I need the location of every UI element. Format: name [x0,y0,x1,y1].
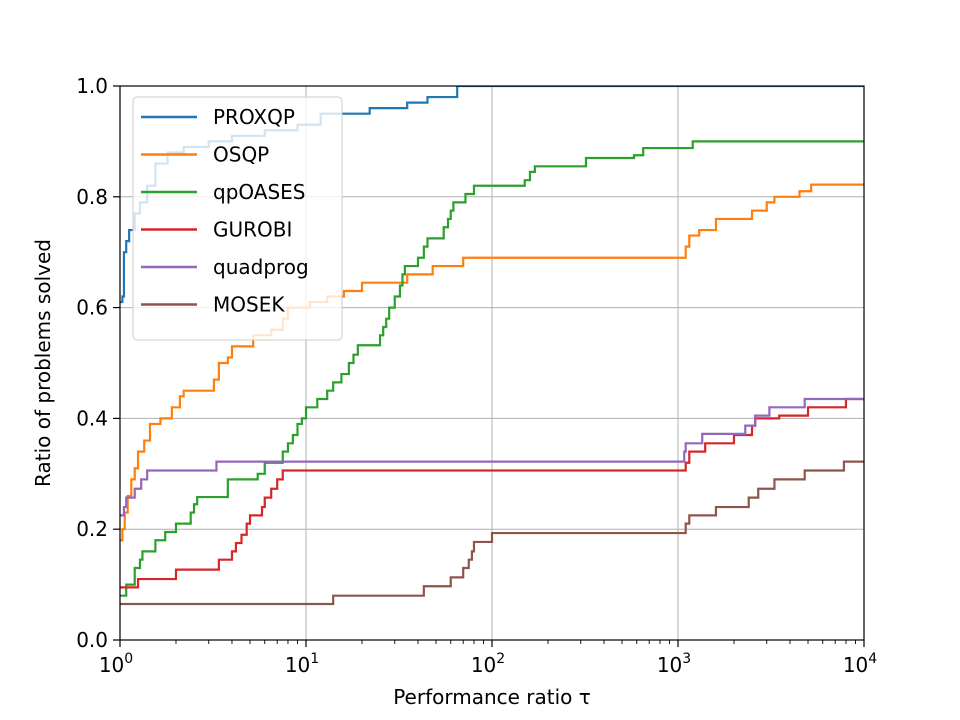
series-line-quadprog [120,397,864,517]
y-tick-label: 0.4 [76,406,108,430]
legend-label: qpOASES [213,180,306,204]
y-tick-label: 0.0 [76,628,108,652]
legend-label: OSQP [213,143,269,167]
x-tick-label: 101 [285,651,319,677]
legend-label: PROXQP [213,105,295,129]
x-axis-label: Performance ratio τ [393,685,591,709]
legend: PROXQP OSQP qpOASES GUROBI quadprog MOSEK [132,96,343,341]
y-tick-label: 0.8 [76,185,108,209]
y-tick-label: 0.2 [76,517,108,541]
y-axis-label: Ratio of problems solved [31,239,55,487]
series-line-qpoases [120,140,864,597]
series-line-mosek [120,460,864,606]
legend-label: quadprog [213,255,309,279]
legend-label: MOSEK [213,293,285,317]
legend-label: GUROBI [213,218,292,242]
x-tick-label: 103 [657,651,691,677]
x-tick-label: 104 [843,651,877,677]
y-tick-label: 0.6 [76,296,108,320]
x-tick-label: 100 [99,651,133,677]
x-tick-label: 102 [471,651,505,677]
legend-box [132,96,343,341]
axis-ticks: 100 101 102 103 104 0.0 0.2 0.4 0.6 0.8 1.0 [76,74,877,677]
y-tick-label: 1.0 [76,74,108,98]
